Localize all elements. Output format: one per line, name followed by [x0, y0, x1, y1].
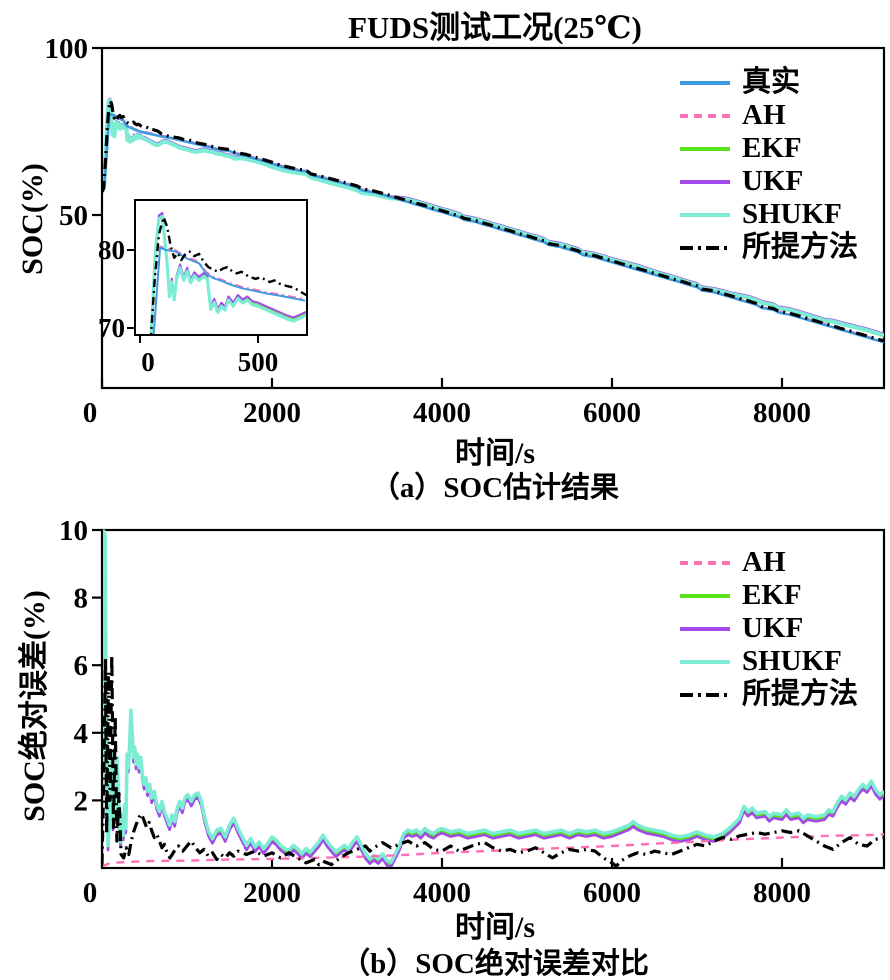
x-tick-label-a: 0	[83, 397, 98, 429]
series-group-a	[103, 97, 884, 344]
y-tick-label-a: 100	[45, 33, 89, 65]
legend-label-ah-b: AH	[742, 546, 786, 578]
ah-line-swatch-icon	[680, 560, 730, 565]
ekf-line-swatch-icon	[680, 593, 730, 598]
legend-label-ukf-b: UKF	[742, 612, 804, 644]
legend-item-ukf-a: UKF	[678, 165, 858, 198]
legend-label-ekf-b: EKF	[742, 579, 802, 611]
series-proposed-b	[103, 653, 884, 867]
x-tick-label-b: 6000	[583, 877, 641, 909]
legend-label-ekf-a: EKF	[742, 132, 802, 164]
x-tick-label-a: 6000	[583, 397, 641, 429]
chart-b-y-axis-label: SOC绝对误差(%)	[18, 590, 51, 822]
series-group-b	[103, 529, 884, 867]
plot-frame-a	[100, 46, 886, 390]
series-ah-b	[103, 833, 884, 867]
proposed-line-swatch-icon	[680, 245, 730, 250]
x-tick-label-a: 8000	[753, 397, 811, 429]
inset-series-group	[149, 211, 306, 334]
legend-item-true-a: 真实	[678, 66, 858, 99]
legend-item-shukf-a: SHUKF	[678, 198, 858, 231]
legend-label-ukf-a: UKF	[742, 165, 804, 197]
x-tick-label-b: 4000	[413, 877, 471, 909]
chart-b-x-axis-label: 时间/s	[454, 911, 535, 944]
series-shukf-a	[103, 98, 884, 338]
series-proposed-a	[103, 99, 884, 343]
y-tick-label-b: 10	[59, 515, 88, 547]
ukf-line-swatch-icon	[680, 626, 730, 631]
inset-series-true	[152, 246, 306, 334]
chart-b-caption: （b）SOC绝对误差对比	[341, 948, 649, 980]
legend-label-proposed-a: 所提方法	[742, 231, 859, 263]
ah-line-swatch-icon	[680, 113, 730, 118]
chart-a-caption: （a）SOC估计结果	[370, 472, 620, 504]
series-shukf-b	[103, 529, 884, 865]
legend-label-true-a: 真实	[742, 66, 801, 98]
y-tick-label-b: 4	[74, 718, 89, 750]
legend-label-proposed-b: 所提方法	[742, 678, 859, 710]
x-tick-label-b: 2000	[243, 877, 301, 909]
legend-item-ah-b: AH	[678, 546, 858, 579]
inset-y-tick-label: 70	[98, 313, 125, 343]
y-tick-label-b: 8	[74, 583, 89, 615]
x-tick-label-a: 2000	[243, 397, 301, 429]
chart-a-legend: 真实 AH EKF UKF SHUKF 所提方法	[678, 66, 858, 264]
legend-label-ah-a: AH	[742, 99, 786, 131]
figure-title: FUDS测试工况(25℃)	[348, 10, 642, 45]
legend-item-ekf-b: EKF	[678, 579, 858, 612]
inset-y-tick-label: 80	[98, 235, 125, 265]
chart-b-legend: AH EKF UKF SHUKF 所提方法	[678, 546, 858, 711]
legend-item-ukf-b: UKF	[678, 612, 858, 645]
x-tick-label-a: 4000	[413, 397, 471, 429]
ekf-line-swatch-icon	[680, 146, 730, 151]
inset-x-tick-label: 0	[141, 347, 155, 377]
legend-item-ekf-a: EKF	[678, 132, 858, 165]
legend-item-ah-a: AH	[678, 99, 858, 132]
legend-item-proposed-b: 所提方法	[678, 678, 858, 711]
proposed-line-swatch-icon	[680, 692, 730, 697]
legend-label-shukf-b: SHUKF	[742, 645, 842, 677]
chart-a-x-axis-label: 时间/s	[454, 437, 535, 470]
legend-item-proposed-a: 所提方法	[678, 231, 858, 264]
inset-series-proposed	[149, 215, 306, 334]
x-tick-label-b: 8000	[753, 877, 811, 909]
ukf-line-swatch-icon	[680, 179, 730, 184]
legend-label-shukf-a: SHUKF	[742, 198, 842, 230]
x-tick-label-b: 0	[83, 877, 98, 909]
inset-x-tick-label: 500	[238, 347, 279, 377]
chart-a-y-axis-label: SOC(%)	[16, 163, 49, 275]
legend-item-shukf-b: SHUKF	[678, 645, 858, 678]
inset-series-shukf	[149, 214, 306, 334]
true-line-swatch-icon	[680, 80, 730, 85]
y-tick-label-b: 2	[74, 785, 89, 817]
shukf-line-swatch-icon	[680, 212, 730, 217]
shukf-line-swatch-icon	[680, 659, 730, 664]
y-tick-label-a: 50	[59, 200, 88, 232]
plot-frame-b	[100, 528, 886, 870]
y-tick-label-b: 6	[74, 650, 89, 682]
